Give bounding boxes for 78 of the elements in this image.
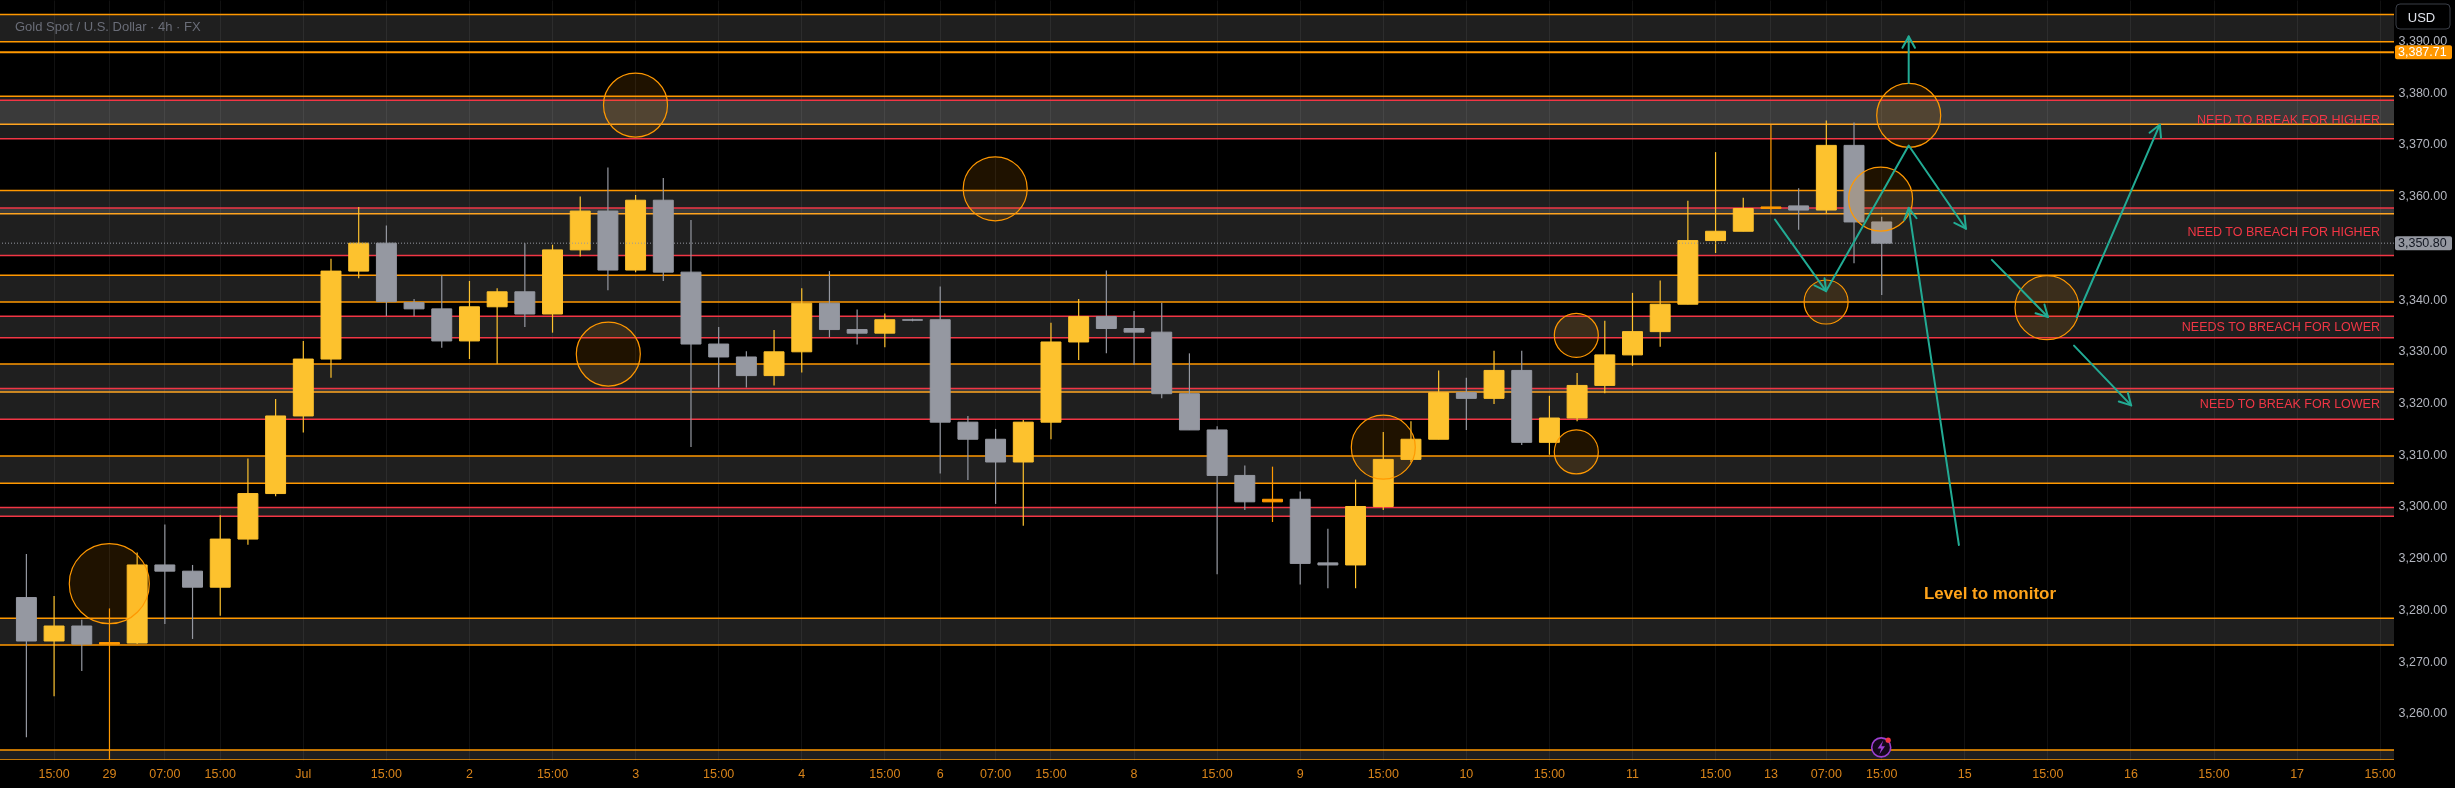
x-tick-label: 07:00 [1810,766,1843,781]
y-tick-label: 3,310.00 [2398,447,2448,462]
ref-line-label: 3,350.80 [2398,236,2447,251]
x-tick-label: 15 [1957,766,1972,781]
x-tick-label: 15:00 [703,766,735,781]
candlestick [403,298,425,317]
band-label: NEEDS TO BREACH FOR LOWER [2181,320,2380,335]
candlestick [846,308,868,346]
x-tick-label: 6 [936,766,944,781]
candlestick [1732,197,1754,232]
y-tick-label: 3,380.00 [2398,85,2448,100]
x-tick-label: 16 [2123,766,2138,781]
candlestick [1400,420,1422,463]
candlestick [71,619,93,672]
candlestick [985,428,1007,505]
y-tick-label: 3,360.00 [2398,189,2448,204]
candlestick [957,415,979,481]
y-tick-label: 3,330.00 [2398,344,2448,359]
x-tick-label: 4 [798,766,806,781]
candlestick [43,595,65,697]
band-label: NEED TO BREACH FOR HIGHER [2187,224,2380,239]
band-label: NEED TO BREAK FOR LOWER [2199,396,2380,411]
x-tick-label: 07:00 [149,766,181,781]
candlestick [182,564,204,640]
x-tick-label: 15:00 [2198,766,2230,781]
x-tick-label: 17 [2290,766,2305,781]
y-tick-label: 3,370.00 [2398,137,2448,152]
x-tick-label: 3 [632,766,640,781]
y-tick-label: 3,280.00 [2398,602,2448,617]
x-tick-label: 15:00 [204,766,236,781]
y-tick-label: 3,260.00 [2398,706,2448,721]
candlestick [1123,310,1145,366]
x-tick-label: 15:00 [2364,766,2396,781]
x-tick-label: 15:00 [1201,766,1233,781]
x-tick-label: 11 [1626,766,1640,781]
x-tick-label: 8 [1130,766,1138,781]
x-tick-label: 9 [1296,766,1304,781]
x-tick-label: 15:00 [1533,766,1566,781]
x-tick-label: 15:00 [1367,766,1399,781]
candlestick [99,607,120,761]
annotation: Level to monitor [1923,584,2057,603]
candlestick [1760,124,1782,214]
x-tick-label: 15:00 [370,766,403,781]
candlestick [1095,269,1117,354]
x-tick-label: 15:00 [869,766,901,781]
x-tick-label: 07:00 [979,766,1012,781]
x-tick-label: 15:00 [1035,766,1067,781]
y-tick-label: 3,320.00 [2398,396,2448,411]
candlestick [1622,292,1643,367]
candlestick [1705,151,1727,254]
y-tick-label: 3,300.00 [2398,499,2448,514]
candlestick [874,312,896,348]
candlestick [1455,377,1477,431]
x-tick-label: 15:00 [1699,766,1732,781]
candlestick [735,350,757,389]
x-tick-label: 2 [465,766,473,781]
y-tick-label: 3,270.00 [2398,654,2448,669]
band-label: NEED TO BREAK FOR HIGHER [2197,112,2380,127]
x-tick-label: Jul [295,766,312,781]
x-tick-label: 13 [1763,766,1778,781]
candlestick [763,329,785,387]
ref-line-label: 3,387.71 [2398,45,2447,60]
y-axis-title: USD [2407,9,2436,25]
candlestick [486,287,508,365]
x-tick-label: 15:00 [38,766,70,781]
y-tick-label: 3,290.00 [2398,551,2448,566]
x-tick-label: 15:00 [2032,766,2064,781]
x-tick-label: 29 [102,766,117,781]
x-tick-label: 10 [1459,766,1474,781]
x-tick-label: 15:00 [1866,766,1898,781]
x-tick-label: 15:00 [536,766,569,781]
y-tick-label: 3,340.00 [2398,292,2448,307]
candlestick [1317,528,1339,589]
candlestick [708,326,730,389]
candlestick [1788,187,1810,231]
text: Gold Spot / U.S. Dollar · 4h · FX [15,19,201,34]
candlestick [154,524,176,625]
y-tick-label: 3,390.00 [2398,33,2448,48]
